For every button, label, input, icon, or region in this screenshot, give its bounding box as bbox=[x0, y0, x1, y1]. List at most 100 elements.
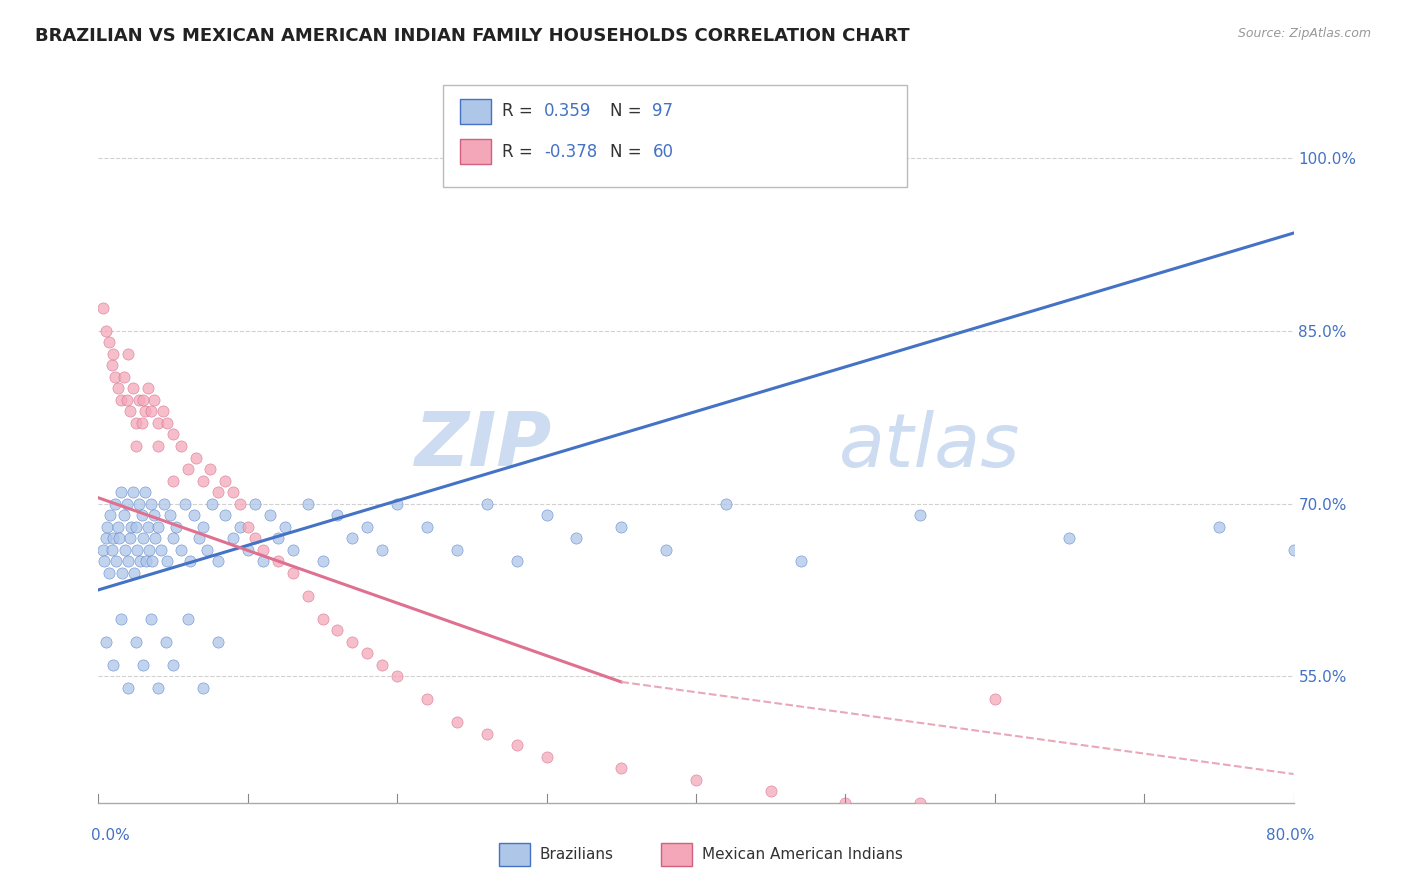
Point bbox=[446, 715, 468, 730]
Point bbox=[135, 554, 157, 568]
Point bbox=[98, 508, 122, 522]
Point bbox=[121, 381, 143, 395]
Point bbox=[139, 497, 162, 511]
Point bbox=[128, 392, 150, 407]
Point bbox=[184, 450, 207, 465]
Point bbox=[834, 796, 856, 810]
Text: Source: ZipAtlas.com: Source: ZipAtlas.com bbox=[1237, 27, 1371, 40]
Point bbox=[125, 519, 148, 533]
Point bbox=[153, 497, 176, 511]
Point bbox=[156, 554, 179, 568]
Point bbox=[110, 612, 132, 626]
Point bbox=[214, 508, 236, 522]
Point bbox=[281, 542, 304, 557]
Point bbox=[506, 554, 529, 568]
Point bbox=[91, 301, 114, 315]
Point bbox=[311, 612, 333, 626]
Text: R =: R = bbox=[502, 143, 533, 161]
Point bbox=[112, 508, 135, 522]
Point bbox=[104, 497, 127, 511]
Point bbox=[236, 542, 259, 557]
Text: 60: 60 bbox=[652, 143, 673, 161]
Point bbox=[139, 404, 162, 418]
Point bbox=[107, 519, 129, 533]
Point bbox=[162, 657, 184, 672]
Point bbox=[1059, 531, 1081, 545]
Point bbox=[174, 497, 197, 511]
Point bbox=[356, 519, 378, 533]
Text: 97: 97 bbox=[652, 103, 673, 120]
Point bbox=[141, 554, 163, 568]
Point bbox=[125, 416, 148, 430]
Point bbox=[148, 519, 170, 533]
Point bbox=[177, 612, 200, 626]
Point bbox=[201, 497, 224, 511]
Point bbox=[207, 485, 229, 500]
Point bbox=[326, 508, 349, 522]
Point bbox=[118, 404, 141, 418]
Point bbox=[229, 519, 252, 533]
Point bbox=[169, 439, 191, 453]
Point bbox=[385, 497, 409, 511]
Point bbox=[789, 554, 811, 568]
Point bbox=[984, 692, 1007, 706]
Point bbox=[274, 519, 297, 533]
Point bbox=[183, 508, 205, 522]
Text: 80.0%: 80.0% bbox=[1267, 829, 1315, 843]
Point bbox=[142, 508, 165, 522]
Point bbox=[259, 508, 281, 522]
Point bbox=[136, 519, 159, 533]
Point bbox=[236, 519, 259, 533]
Point bbox=[104, 370, 127, 384]
Point bbox=[165, 519, 187, 533]
Point bbox=[94, 634, 117, 648]
Point bbox=[97, 335, 120, 350]
Point bbox=[136, 381, 159, 395]
Point bbox=[416, 692, 439, 706]
Point bbox=[105, 554, 128, 568]
Point bbox=[127, 542, 149, 557]
Point bbox=[143, 531, 166, 545]
Point bbox=[129, 554, 152, 568]
Point bbox=[155, 634, 177, 648]
Text: atlas: atlas bbox=[839, 410, 1021, 482]
Point bbox=[356, 646, 378, 660]
Point bbox=[103, 531, 125, 545]
Point bbox=[197, 542, 219, 557]
Point bbox=[97, 566, 120, 580]
Point bbox=[207, 634, 229, 648]
Point bbox=[115, 392, 138, 407]
Text: 0.359: 0.359 bbox=[544, 103, 592, 120]
Point bbox=[281, 566, 304, 580]
Point bbox=[131, 508, 153, 522]
Point bbox=[128, 497, 150, 511]
Point bbox=[610, 519, 633, 533]
Point bbox=[252, 542, 274, 557]
Point bbox=[162, 474, 184, 488]
Point bbox=[138, 542, 160, 557]
Point bbox=[187, 531, 209, 545]
Point bbox=[159, 508, 181, 522]
Point bbox=[342, 634, 364, 648]
Point bbox=[150, 542, 173, 557]
Point bbox=[191, 474, 214, 488]
Point bbox=[536, 508, 558, 522]
Point bbox=[115, 497, 138, 511]
Point bbox=[148, 416, 170, 430]
Point bbox=[139, 612, 162, 626]
Point bbox=[177, 462, 200, 476]
Point bbox=[94, 531, 117, 545]
Point bbox=[446, 542, 468, 557]
Point bbox=[117, 554, 139, 568]
Point bbox=[475, 497, 498, 511]
Point bbox=[94, 324, 117, 338]
Point bbox=[118, 531, 141, 545]
Point bbox=[93, 554, 115, 568]
Point bbox=[142, 392, 165, 407]
Point bbox=[475, 727, 498, 741]
Point bbox=[685, 772, 707, 787]
Point bbox=[371, 542, 394, 557]
Point bbox=[207, 554, 229, 568]
Point bbox=[148, 681, 170, 695]
Point bbox=[326, 623, 349, 637]
